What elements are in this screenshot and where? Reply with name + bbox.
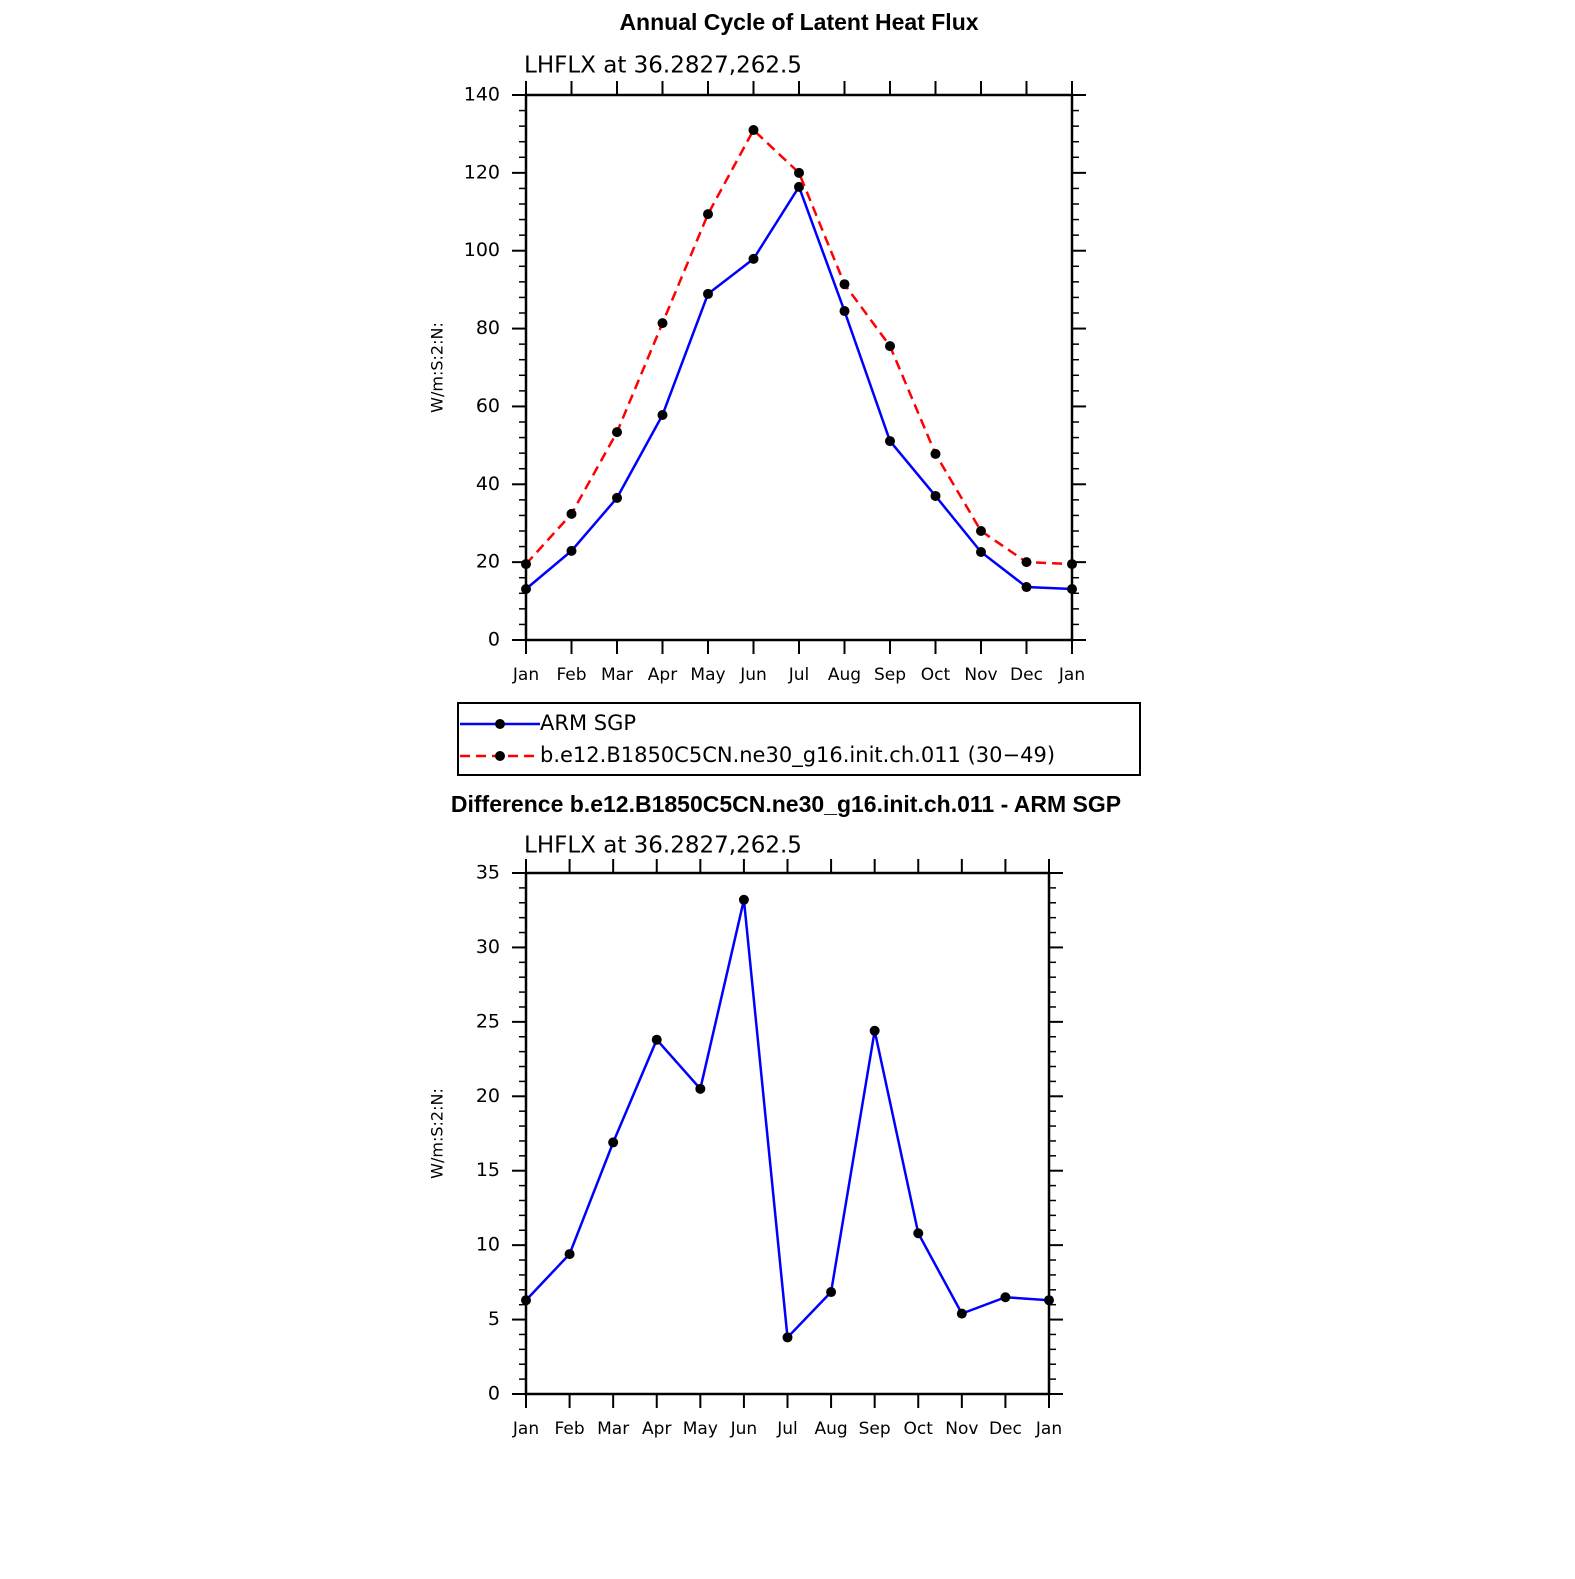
x-tick-label: Dec (989, 1419, 1022, 1439)
data-point (1067, 584, 1077, 595)
plot-frame (524, 871, 1051, 1396)
y-tick-label: 140 (464, 84, 500, 106)
y-tick-label: 30 (476, 936, 500, 958)
data-point (521, 584, 531, 595)
chart-subtitle: LHFLX at 36.2827,262.5 (524, 833, 802, 859)
data-point (1021, 557, 1032, 568)
x-tick-label: Sep (859, 1419, 891, 1439)
data-point (826, 1287, 837, 1298)
y-tick-label: 20 (476, 551, 500, 573)
data-point (748, 253, 759, 264)
data-point (930, 448, 941, 459)
y-tick-label: 5 (488, 1308, 500, 1330)
data-point (885, 436, 895, 447)
y-tick-label: 10 (476, 1234, 500, 1256)
data-point (782, 1332, 793, 1343)
y-tick-label: 35 (476, 862, 500, 884)
data-point (913, 1228, 924, 1239)
data-point (956, 1308, 967, 1319)
data-point (608, 1137, 619, 1148)
data-point (657, 318, 668, 329)
data-point (612, 492, 622, 503)
data-point (794, 167, 804, 178)
x-tick-label: Feb (555, 1419, 585, 1439)
chart-title: Difference b.e12.B1850C5CN.ne30_g16.init… (451, 791, 1121, 817)
data-point (1021, 582, 1032, 593)
data-point (976, 547, 986, 558)
x-tick-label: Jul (788, 665, 810, 685)
x-tick-label: Apr (642, 1419, 671, 1439)
data-point (738, 894, 749, 905)
x-tick-label: Feb (556, 665, 586, 685)
y-tick-label: 60 (476, 395, 500, 417)
data-point (612, 427, 622, 438)
y-tick-label: 25 (476, 1010, 500, 1032)
x-tick-label: Aug (828, 665, 861, 685)
data-point (703, 288, 713, 299)
x-tick-label: Nov (964, 665, 997, 685)
x-tick-label: May (690, 665, 725, 685)
y-tick-label: 80 (476, 317, 500, 339)
y-axis-label: W/m:S:2:N: (428, 322, 447, 413)
data-point (794, 181, 804, 192)
y-tick-label: 100 (464, 239, 500, 261)
y-tick-label: 20 (476, 1085, 500, 1107)
data-point (521, 559, 531, 570)
series-line (525, 128, 1073, 566)
legend-label: ARM SGP (540, 711, 636, 735)
data-point (1044, 1295, 1054, 1306)
chart-subtitle: LHFLX at 36.2827,262.5 (524, 53, 802, 79)
x-tick-label: Jan (512, 665, 539, 685)
chart-title: Annual Cycle of Latent Heat Flux (619, 9, 978, 35)
x-tick-label: Aug (814, 1419, 847, 1439)
x-tick-label: Apr (648, 665, 677, 685)
x-tick-label: Oct (904, 1419, 934, 1439)
x-tick-label: Jun (739, 665, 767, 685)
x-tick-label: Jan (512, 1419, 539, 1439)
x-tick-label: Mar (601, 665, 633, 685)
data-point (566, 508, 577, 519)
x-tick-label: Jun (730, 1419, 758, 1439)
data-point (521, 1295, 531, 1306)
x-tick-label: May (683, 1419, 718, 1439)
data-point (976, 526, 986, 536)
y-tick-label: 0 (488, 1383, 500, 1405)
x-tick-label: Oct (921, 665, 951, 685)
x-tick-label: Jul (776, 1419, 798, 1439)
series-line (525, 899, 1050, 1341)
data-point (839, 306, 850, 317)
x-tick-label: Jan (1058, 665, 1085, 685)
data-point (703, 209, 713, 220)
x-tick-label: Sep (874, 665, 906, 685)
data-point (839, 279, 850, 290)
y-tick-label: 0 (488, 629, 500, 651)
y-axis-label: W/m:S:2:N: (428, 1088, 447, 1179)
series-line (525, 184, 1073, 591)
legend-label: b.e12.B1850C5CN.ne30_g16.init.ch.011 (30… (540, 743, 1055, 768)
data-point (566, 545, 577, 556)
data-point (869, 1025, 880, 1036)
data-point (695, 1083, 706, 1094)
legend-marker (495, 751, 505, 761)
data-point (651, 1034, 662, 1045)
data-point (657, 409, 668, 420)
x-tick-label: Dec (1010, 665, 1043, 685)
y-tick-label: 40 (476, 473, 500, 495)
data-point (930, 490, 941, 501)
data-point (564, 1249, 575, 1260)
data-point (885, 341, 895, 352)
data-point (1000, 1292, 1011, 1303)
legend-box (457, 702, 1141, 776)
data-point (748, 125, 759, 136)
y-tick-label: 15 (476, 1159, 500, 1181)
x-tick-label: Nov (945, 1419, 978, 1439)
data-point (1067, 559, 1077, 570)
x-tick-label: Mar (597, 1419, 629, 1439)
y-tick-label: 120 (464, 161, 500, 183)
legend-marker (495, 719, 505, 729)
x-tick-label: Jan (1035, 1419, 1062, 1439)
